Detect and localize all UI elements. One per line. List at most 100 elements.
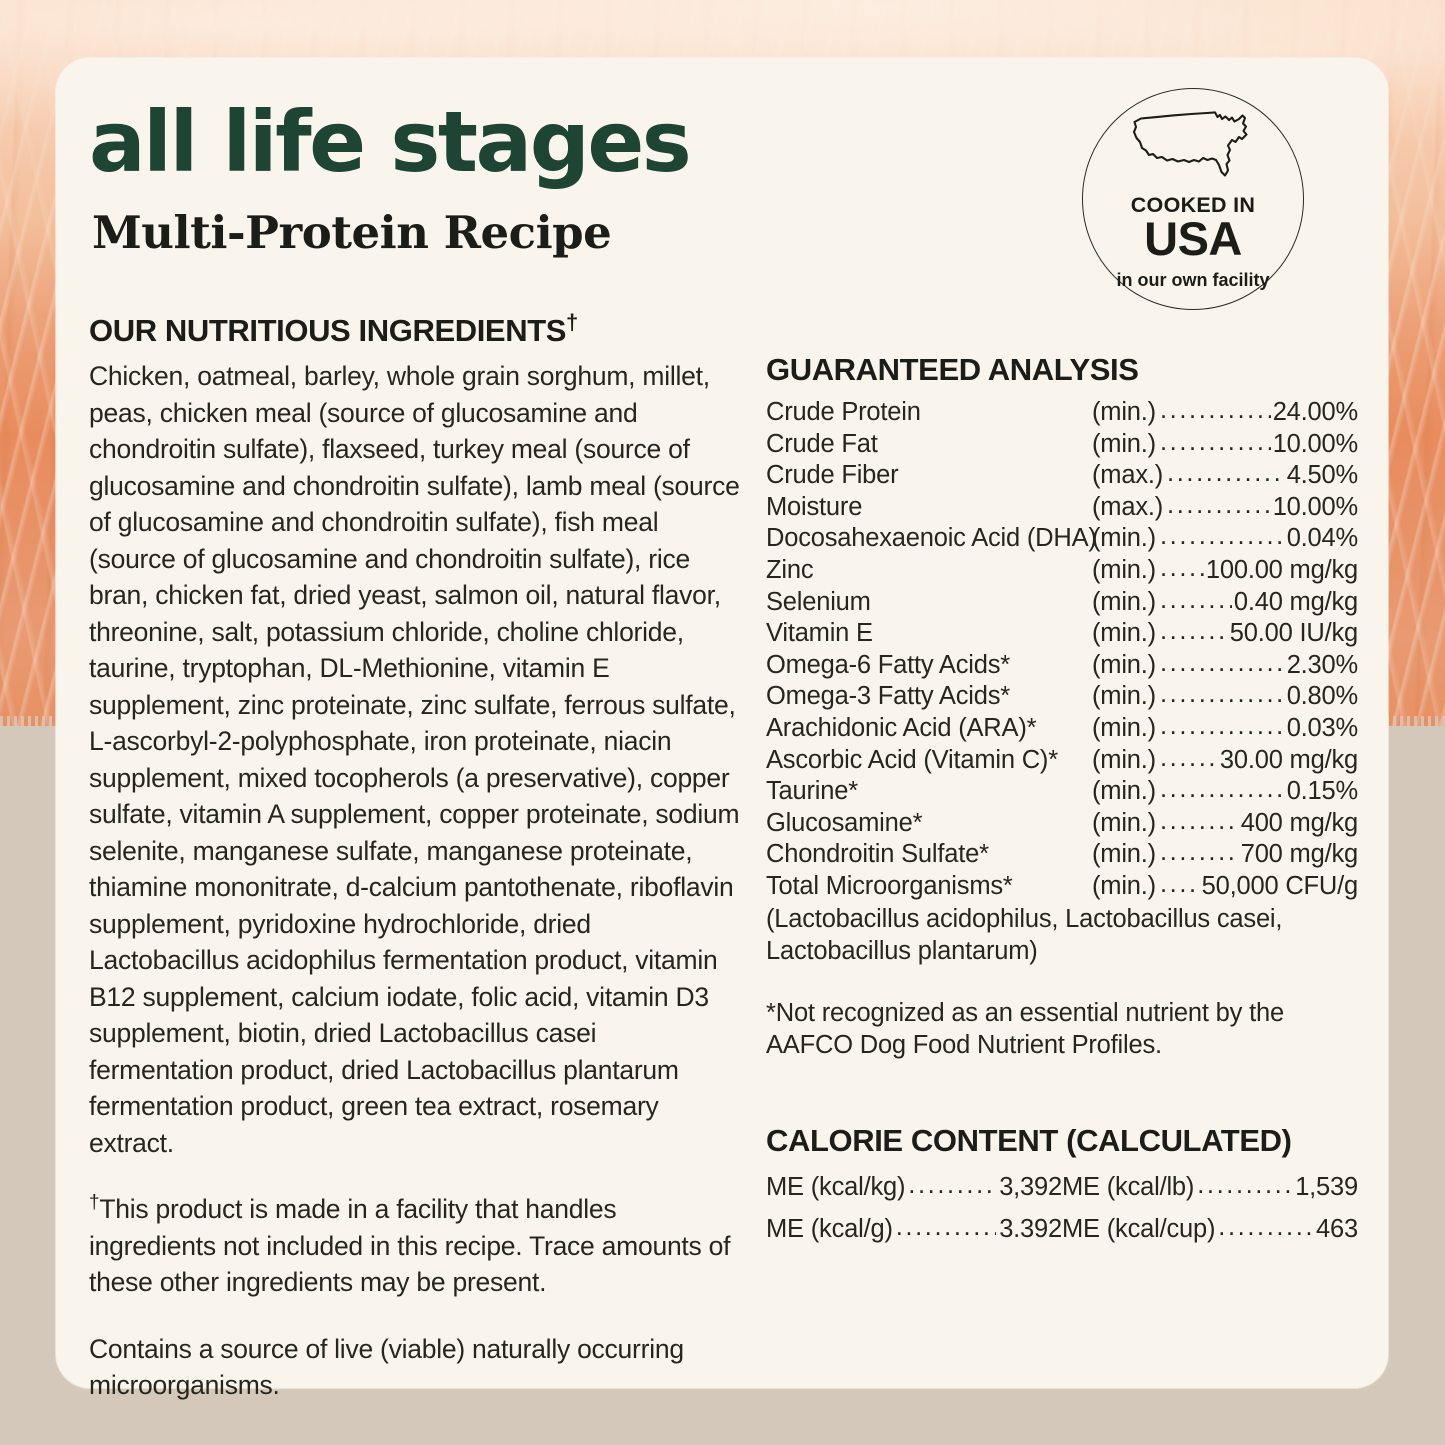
analysis-value: 50.00 IU/kg (1229, 619, 1358, 648)
analysis-value: 0.04% (1286, 524, 1359, 553)
analysis-qualifier: (min.) (1092, 619, 1156, 648)
analysis-qualifier: (max.) (1092, 461, 1164, 490)
analysis-row: Selenium (min.)..........................… (766, 585, 1358, 619)
dot-leader: ........................................… (1159, 743, 1218, 772)
analysis-row: Chondroitin Sulfate* (min.)..............… (766, 838, 1358, 871)
analysis-value: 24.00% (1272, 398, 1358, 426)
calorie-label: ME (kcal/lb) (1062, 1172, 1195, 1201)
guaranteed-analysis-list: Crude Protein (min.).....................… (766, 396, 1359, 903)
calorie-row: ME (kcal/kg)............................… (766, 1166, 1062, 1208)
ingredients-heading: OUR NUTRITIOUS INGREDIENTS† (89, 309, 744, 349)
dagger-note-text: This product is made in a facility that … (89, 1194, 731, 1297)
dot-leader: ........................................… (1167, 490, 1271, 519)
dot-leader: ........................................… (1159, 522, 1285, 551)
analysis-nutrient-name: Omega-6 Fatty Acids* (766, 650, 1011, 679)
analysis-nutrient-name: Docosahexaenoic Acid (DHA) (766, 524, 1097, 553)
dot-leader: ........................................… (1159, 553, 1204, 582)
calorie-column-right: ME (kcal/lb)............................… (1062, 1166, 1358, 1250)
cooked-in-usa-badge: COOKED IN USA in our own facility (1082, 88, 1304, 310)
analysis-value: 700 mg/kg (1240, 840, 1358, 869)
ingredients-heading-text: OUR NUTRITIOUS INGREDIENTS (89, 313, 567, 348)
analysis-nutrient-name: Ascorbic Acid (Vitamin C)* (766, 745, 1058, 774)
analysis-value: 0.40 mg/kg (1233, 587, 1358, 616)
dot-leader: ........................................… (1159, 711, 1285, 740)
analysis-value: 50,000 CFU/g (1201, 871, 1359, 900)
analysis-qualifier: (min.) (1092, 650, 1156, 679)
label-card: all life stages Multi-Protein Recipe COO… (56, 58, 1388, 1400)
analysis-qualifier: (min.) (1092, 808, 1156, 837)
analysis-nutrient-name: Crude Fiber (766, 461, 899, 490)
analysis-nutrient-name: Chondroitin Sulfate* (766, 840, 989, 869)
analysis-value: 4.50% (1286, 461, 1359, 490)
analysis-nutrient-name: Moisture (766, 492, 863, 521)
analysis-row: Crude Fat (min.).........................… (766, 427, 1358, 461)
aafco-footnote: *Not recognized as an essential nutrient… (766, 998, 1284, 1059)
analysis-nutrient-name: Taurine* (766, 777, 858, 806)
analysis-value: 100.00 mg/kg (1205, 555, 1358, 584)
analysis-value: 10.00% (1272, 429, 1358, 458)
analysis-nutrient-name: Total Microorganisms* (766, 871, 1013, 900)
analysis-qualifier: (min.) (1092, 587, 1156, 616)
analysis-value: 10.00% (1272, 492, 1358, 521)
analysis-row: Docosahexaenoic Acid (DHA) (min.)........… (766, 522, 1359, 555)
dot-leader: ........................................… (1159, 396, 1271, 424)
calorie-content-heading: CALORIE CONTENT (CALCULATED) (766, 1122, 1292, 1158)
analysis-nutrient-name: Vitamin E (766, 619, 873, 648)
analysis-row: Taurine* (min.)..........................… (766, 775, 1359, 808)
analysis-nutrient-name: Omega-3 Fatty Acids* (766, 682, 1011, 711)
analysis-qualifier: (max.) (1092, 492, 1164, 521)
calorie-row: ME (kcal/g).............................… (766, 1208, 1062, 1250)
page-title: all life stages (89, 93, 692, 191)
analysis-row: Moisture (max.)..........................… (766, 490, 1358, 524)
analysis-qualifier: (min.) (1092, 840, 1156, 869)
analysis-nutrient-name: Crude Protein (766, 398, 921, 426)
dot-leader: ........................................… (1159, 680, 1285, 709)
calorie-label: ME (kcal/cup) (1062, 1214, 1216, 1243)
calorie-value: 1,539 (1295, 1172, 1358, 1201)
calorie-row: ME (kcal/cup)...........................… (1062, 1208, 1358, 1250)
analysis-row: Arachidonic Acid (ARA)* (min.)...........… (766, 711, 1358, 745)
dot-leader: ........................................… (1218, 1212, 1313, 1241)
dot-leader: ........................................… (895, 1212, 996, 1241)
calorie-label: ME (kcal/g) (766, 1214, 893, 1243)
ingredients-dagger-note: †This product is made in a facility that… (89, 1191, 744, 1301)
ingredients-text: Chicken, oatmeal, barley, whole grain so… (89, 361, 740, 1158)
calorie-value: 3.392 (999, 1214, 1062, 1243)
analysis-row: Omega-6 Fatty Acids* (min.)..............… (766, 649, 1359, 682)
analysis-qualifier: (min.) (1092, 429, 1156, 458)
dot-leader: ........................................… (1167, 459, 1285, 488)
dot-leader: ........................................… (1159, 869, 1200, 898)
analysis-row: Omega-3 Fatty Acids* (min.)..............… (766, 680, 1359, 713)
dot-leader: ........................................… (1159, 585, 1232, 614)
dot-leader: ........................................… (1159, 427, 1271, 456)
analysis-row: Glucosamine* (min.)......................… (766, 807, 1358, 840)
analysis-row: Vitamin E (min.).........................… (766, 617, 1358, 650)
dagger-marker: † (89, 1192, 100, 1214)
ingredients-column: OUR NUTRITIOUS INGREDIENTS† Chicken, oat… (89, 309, 744, 1404)
analysis-qualifier: (min.) (1092, 777, 1156, 806)
analysis-row: Total Microorganisms* (min.).............… (766, 869, 1359, 903)
analysis-nutrient-name: Glucosamine* (766, 808, 923, 837)
analysis-value: 0.80% (1286, 682, 1359, 711)
analysis-qualifier: (min.) (1092, 745, 1156, 774)
analysis-qualifier: (min.) (1092, 524, 1156, 553)
analysis-qualifier: (min.) (1092, 871, 1156, 900)
analysis-nutrient-name: Crude Fat (766, 429, 878, 458)
calorie-row: ME (kcal/lb)............................… (1062, 1166, 1358, 1208)
ingredients-heading-dagger: † (566, 309, 578, 335)
analysis-value: 2.30% (1286, 650, 1359, 679)
analysis-row: Zinc (min.)..............................… (766, 553, 1358, 587)
analysis-nutrient-name: Zinc (766, 555, 814, 584)
analysis-qualifier: (min.) (1092, 555, 1156, 584)
microorganism-note: Contains a source of live (viable) natur… (89, 1333, 684, 1401)
analysis-value: 0.15% (1286, 777, 1359, 806)
dot-leader: ........................................… (1159, 775, 1285, 804)
analysis-value: 30.00 mg/kg (1219, 745, 1358, 774)
dot-leader: ........................................… (1197, 1170, 1292, 1199)
analysis-row: Crude Fiber (max.).......................… (766, 459, 1359, 492)
analysis-row: Crude Protein (min.).....................… (766, 396, 1358, 429)
analysis-column: GUARANTEED ANALYSIS Crude Protein (min.).… (766, 352, 1358, 1250)
dot-leader: ........................................… (908, 1170, 996, 1199)
analysis-nutrient-name: Selenium (766, 587, 871, 616)
dot-leader: ........................................… (1159, 838, 1239, 867)
